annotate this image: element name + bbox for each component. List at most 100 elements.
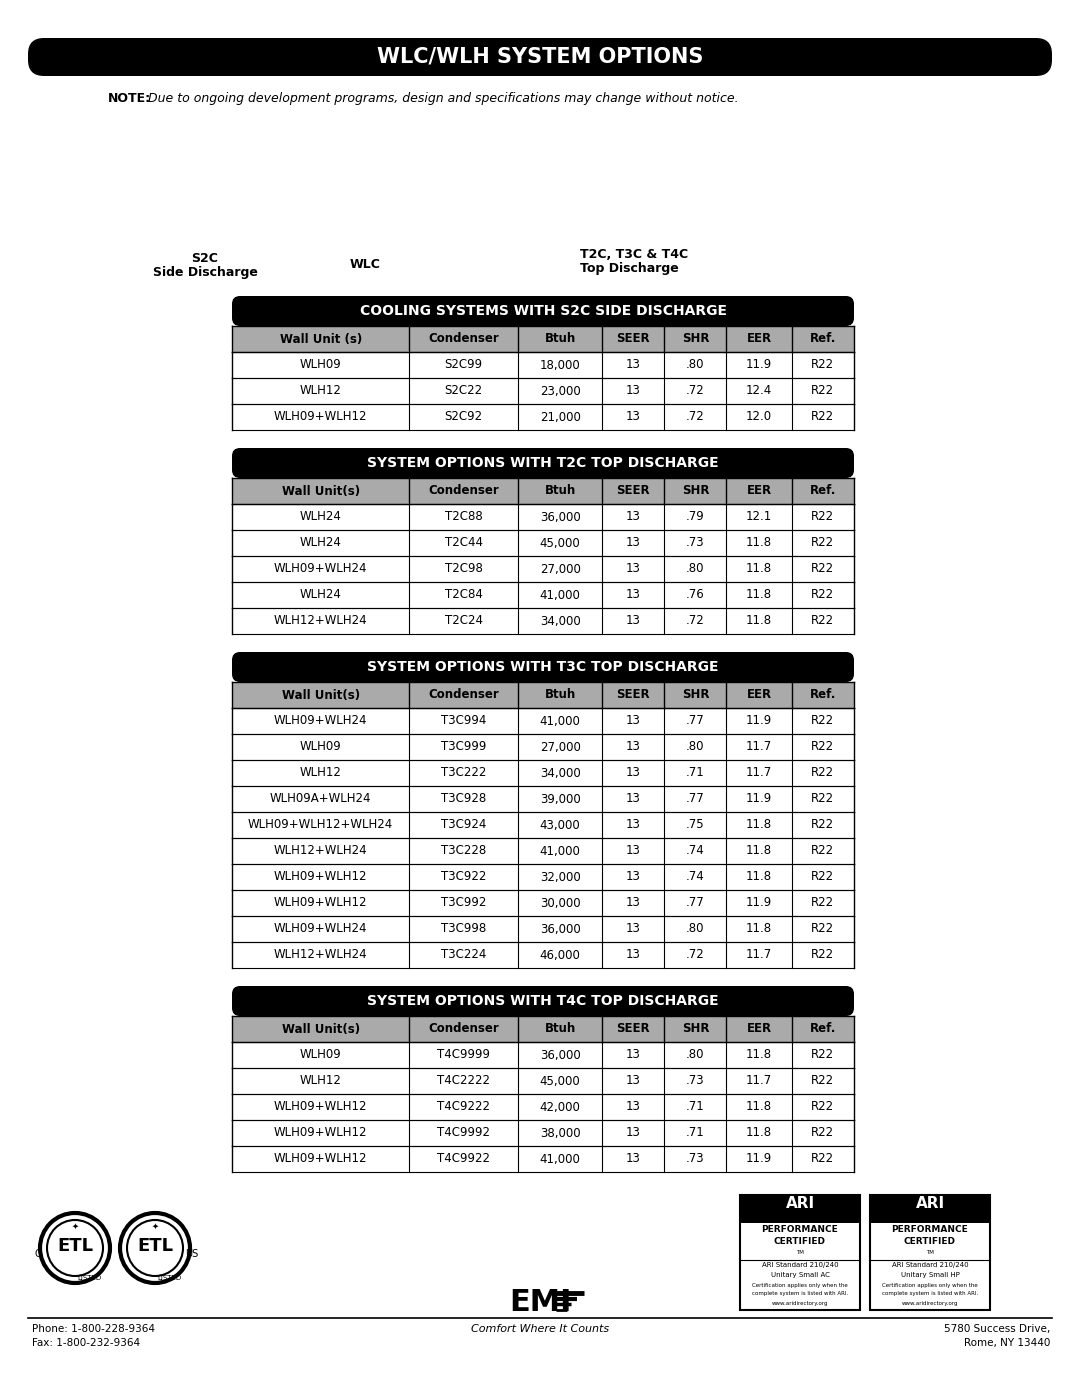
Text: R22: R22 [811,819,835,831]
Text: T3C994: T3C994 [441,714,486,728]
Text: Btuh: Btuh [544,689,576,701]
Text: R22: R22 [811,870,835,883]
Bar [232,583,854,608]
Text: LISTED: LISTED [77,1275,102,1281]
Text: 11.7: 11.7 [746,767,772,780]
Text: EER: EER [746,485,772,497]
Text: EMI: EMI [509,1288,571,1317]
Text: Rome, NY 13440: Rome, NY 13440 [963,1338,1050,1348]
Text: .80: .80 [686,563,704,576]
Text: TM: TM [926,1250,934,1256]
Text: 13: 13 [625,588,640,602]
Text: 13: 13 [625,949,640,961]
FancyBboxPatch shape [870,1194,990,1310]
Text: 13: 13 [625,536,640,549]
Text: WLH12+WLH24: WLH12+WLH24 [274,615,367,627]
Text: SYSTEM OPTIONS WITH T4C TOP DISCHARGE: SYSTEM OPTIONS WITH T4C TOP DISCHARGE [367,995,719,1009]
Text: .73: .73 [686,1153,705,1165]
Text: 13: 13 [625,1074,640,1087]
Text: .77: .77 [686,792,705,806]
Text: S2C92: S2C92 [445,411,483,423]
Text: NOTE:: NOTE: [108,92,151,105]
Text: Fax: 1-800-232-9364: Fax: 1-800-232-9364 [32,1338,140,1348]
Text: WLH12+WLH24: WLH12+WLH24 [274,845,367,858]
Text: 13: 13 [625,359,640,372]
Text: US: US [186,1249,199,1259]
Bar [740,1194,860,1222]
Text: T3C992: T3C992 [441,897,486,909]
Bar [232,1146,854,1172]
Text: T2C44: T2C44 [445,536,483,549]
Text: 36,000: 36,000 [540,510,580,524]
Text: SYSTEM OPTIONS WITH T3C TOP DISCHARGE: SYSTEM OPTIONS WITH T3C TOP DISCHARGE [367,659,719,673]
Text: WLH12: WLH12 [299,384,341,398]
Text: 13: 13 [625,384,640,398]
Text: 36,000: 36,000 [540,1049,580,1062]
Text: SHR: SHR [681,1023,710,1035]
Text: WLH12+WLH24: WLH12+WLH24 [274,949,367,961]
Text: T3C222: T3C222 [441,767,486,780]
Text: 41,000: 41,000 [540,588,581,602]
Text: T2C, T3C & T4C: T2C, T3C & T4C [580,249,688,261]
Text: T2C98: T2C98 [445,563,483,576]
Text: SEER: SEER [617,1023,650,1035]
Bar [232,478,854,504]
Bar [232,326,854,352]
Text: Unitary Small AC: Unitary Small AC [770,1273,829,1278]
Text: R22: R22 [811,615,835,627]
Text: Wall Unit(s): Wall Unit(s) [282,689,360,701]
Text: www.aridirectory.org: www.aridirectory.org [902,1301,958,1306]
Text: 5780 Success Drive,: 5780 Success Drive, [944,1324,1050,1334]
Text: Due to ongoing development programs, design and specifications may change withou: Due to ongoing development programs, des… [144,92,739,105]
Text: .75: .75 [686,819,705,831]
Text: Top Discharge: Top Discharge [580,263,678,275]
Text: 13: 13 [625,1049,640,1062]
Text: SYSTEM OPTIONS WITH T2C TOP DISCHARGE: SYSTEM OPTIONS WITH T2C TOP DISCHARGE [367,455,719,469]
Text: R22: R22 [811,359,835,372]
Text: T4C9922: T4C9922 [437,1153,490,1165]
Text: 11.8: 11.8 [746,588,772,602]
Text: ETL: ETL [57,1236,93,1255]
Text: WLH09: WLH09 [300,740,341,753]
Text: 34,000: 34,000 [540,615,580,627]
Text: 32,000: 32,000 [540,870,580,883]
Text: WLH09+WLH24: WLH09+WLH24 [274,922,367,936]
Text: ETL: ETL [137,1236,173,1255]
Bar [232,863,854,890]
Text: 11.8: 11.8 [746,819,772,831]
FancyBboxPatch shape [232,652,854,682]
Bar [232,504,854,529]
Text: R22: R22 [811,897,835,909]
Text: WLH09+WLH12: WLH09+WLH12 [274,1126,367,1140]
Text: R22: R22 [811,1101,835,1113]
Text: .77: .77 [686,714,705,728]
Text: .77: .77 [686,897,705,909]
Text: 18,000: 18,000 [540,359,580,372]
Text: Certification applies only when the: Certification applies only when the [752,1282,848,1288]
Text: S2C: S2C [191,251,218,265]
Text: 36,000: 36,000 [540,922,580,936]
Circle shape [40,1213,110,1282]
Text: Unitary Small HP: Unitary Small HP [901,1273,959,1278]
Text: T3C924: T3C924 [441,819,486,831]
Text: Ref.: Ref. [810,332,836,345]
Text: Condenser: Condenser [429,332,499,345]
Text: COOLING SYSTEMS WITH S2C SIDE DISCHARGE: COOLING SYSTEMS WITH S2C SIDE DISCHARGE [360,305,727,319]
Text: R22: R22 [811,1074,835,1087]
Text: .80: .80 [686,1049,704,1062]
Text: Condenser: Condenser [429,485,499,497]
Text: EER: EER [746,332,772,345]
Text: complete system is listed with ARI.: complete system is listed with ARI. [752,1291,848,1295]
Text: T4C9992: T4C9992 [437,1126,490,1140]
Text: WLH09: WLH09 [300,1049,341,1062]
Text: T3C999: T3C999 [441,740,486,753]
Text: 34,000: 34,000 [540,767,580,780]
Text: WLH09+WLH12: WLH09+WLH12 [274,1101,367,1113]
Text: T2C88: T2C88 [445,510,483,524]
Text: R22: R22 [811,1153,835,1165]
Text: 13: 13 [625,870,640,883]
Text: Condenser: Condenser [429,689,499,701]
Text: 11.7: 11.7 [746,949,772,961]
Text: 13: 13 [625,819,640,831]
Text: LISTED: LISTED [157,1275,181,1281]
